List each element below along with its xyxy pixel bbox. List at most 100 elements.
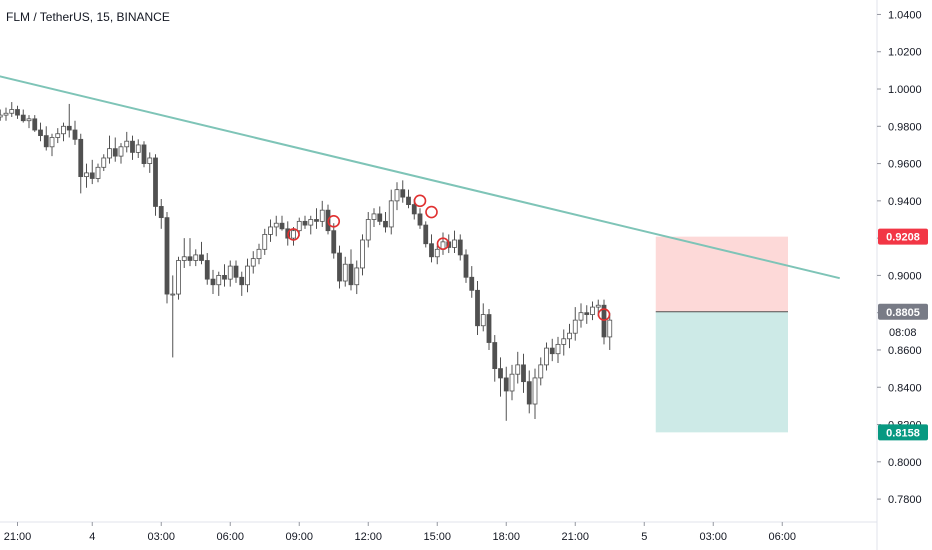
candle-body	[101, 157, 107, 168]
candle-body	[26, 118, 32, 122]
candle-body	[394, 189, 400, 202]
candle-body	[503, 377, 509, 392]
candle-body	[486, 314, 492, 343]
plot-area[interactable]	[0, 75, 840, 433]
candle-body	[164, 217, 170, 295]
y-tick-label: 1.0000	[888, 84, 922, 96]
candle-body	[55, 133, 61, 138]
candle-body	[222, 275, 227, 280]
candle-body	[158, 206, 164, 219]
candle-body	[590, 306, 595, 315]
candle-body	[572, 319, 578, 334]
candle-body	[342, 263, 348, 282]
candle-body	[296, 220, 302, 232]
candle-body	[463, 254, 469, 278]
position-tool[interactable]	[655, 236, 788, 433]
candle-body	[452, 239, 457, 248]
candle-body	[89, 172, 95, 179]
candle-body	[388, 200, 394, 228]
candle-body	[135, 144, 141, 153]
x-tick-label: 12:00	[354, 531, 382, 543]
x-tick-label: 21:00	[4, 531, 32, 543]
candle-body	[348, 263, 354, 286]
candle-body	[498, 368, 503, 379]
candle-body	[406, 196, 411, 205]
candle-body	[457, 239, 463, 256]
candle-body	[532, 377, 538, 405]
y-tick-label: 0.8400	[888, 382, 922, 394]
price-label-badge	[878, 228, 928, 245]
candle-body	[601, 304, 607, 338]
candle-body	[170, 293, 176, 296]
x-tick-label: 06:00	[768, 531, 796, 543]
y-tick-label: 0.9800	[888, 121, 922, 133]
candle-body	[607, 319, 613, 338]
candle-body	[130, 140, 135, 153]
candle-body	[78, 138, 84, 178]
candle-body	[538, 364, 544, 379]
bar-countdown: 08:08	[889, 327, 917, 339]
candle-body	[256, 248, 262, 260]
candle-body	[216, 275, 222, 286]
price-label-badge	[878, 303, 928, 320]
candle-body	[515, 364, 521, 375]
candle-body	[354, 267, 360, 286]
candle-body	[469, 276, 475, 291]
candle-body	[233, 265, 239, 278]
trendline[interactable]	[0, 75, 840, 280]
candle-body	[544, 347, 549, 366]
candle-body	[107, 148, 112, 159]
candle-body	[383, 220, 388, 228]
candle-body	[239, 276, 245, 286]
y-tick-label: 0.9000	[888, 270, 922, 282]
candle-body	[3, 112, 9, 116]
trendline-line[interactable]	[0, 75, 840, 280]
candle-body	[360, 239, 365, 269]
candle-body	[20, 114, 26, 122]
x-axis[interactable]: 21:00 4 03:00 06:00 09:00 12:00 15:00 18:00 21:0…	[4, 522, 796, 543]
candle-body	[124, 140, 130, 148]
candle-body	[0, 114, 3, 118]
price-label-badge	[878, 424, 928, 441]
chart-title: FLM / TetherUS, 15, BINANCE	[6, 10, 170, 24]
candle-body	[434, 248, 440, 258]
y-tick-label: 0.8600	[888, 345, 922, 357]
position-stop-zone[interactable]	[655, 236, 788, 312]
candle-body	[308, 219, 314, 226]
candle-body	[153, 157, 158, 207]
candle-body	[584, 312, 590, 315]
candle-body	[9, 109, 15, 114]
candle-body	[549, 347, 555, 355]
candle-body	[199, 254, 204, 261]
candle-body	[72, 129, 78, 140]
candle-body	[250, 258, 256, 267]
price-label-text: 0.8158	[886, 427, 920, 439]
candle-body	[147, 157, 153, 164]
candle-body	[279, 222, 285, 230]
candle-body	[440, 241, 446, 250]
candle-body	[526, 381, 532, 405]
candle-body	[49, 137, 55, 148]
candle-body	[112, 148, 118, 157]
candle-body	[480, 314, 486, 327]
candle-body	[578, 312, 584, 321]
candle-body	[291, 230, 296, 239]
price-label-text: 0.8805	[886, 307, 920, 319]
y-tick-label: 1.0400	[888, 9, 922, 21]
candle-body	[567, 332, 572, 340]
candle-body	[371, 213, 377, 220]
candle-body	[400, 189, 406, 198]
signal-marker-circle	[327, 215, 341, 228]
candle-body	[314, 219, 319, 222]
x-tick-label: 09:00	[285, 531, 313, 543]
candle-body	[417, 213, 423, 226]
candle-body	[181, 256, 187, 261]
candle-body	[43, 135, 49, 148]
position-target-zone[interactable]	[655, 311, 788, 433]
candle-body	[365, 219, 371, 241]
x-tick-label: 18:00	[492, 531, 520, 543]
signal-marker-circle	[287, 228, 300, 241]
y-tick-label: 0.8000	[888, 457, 922, 469]
candle-body	[38, 129, 43, 137]
